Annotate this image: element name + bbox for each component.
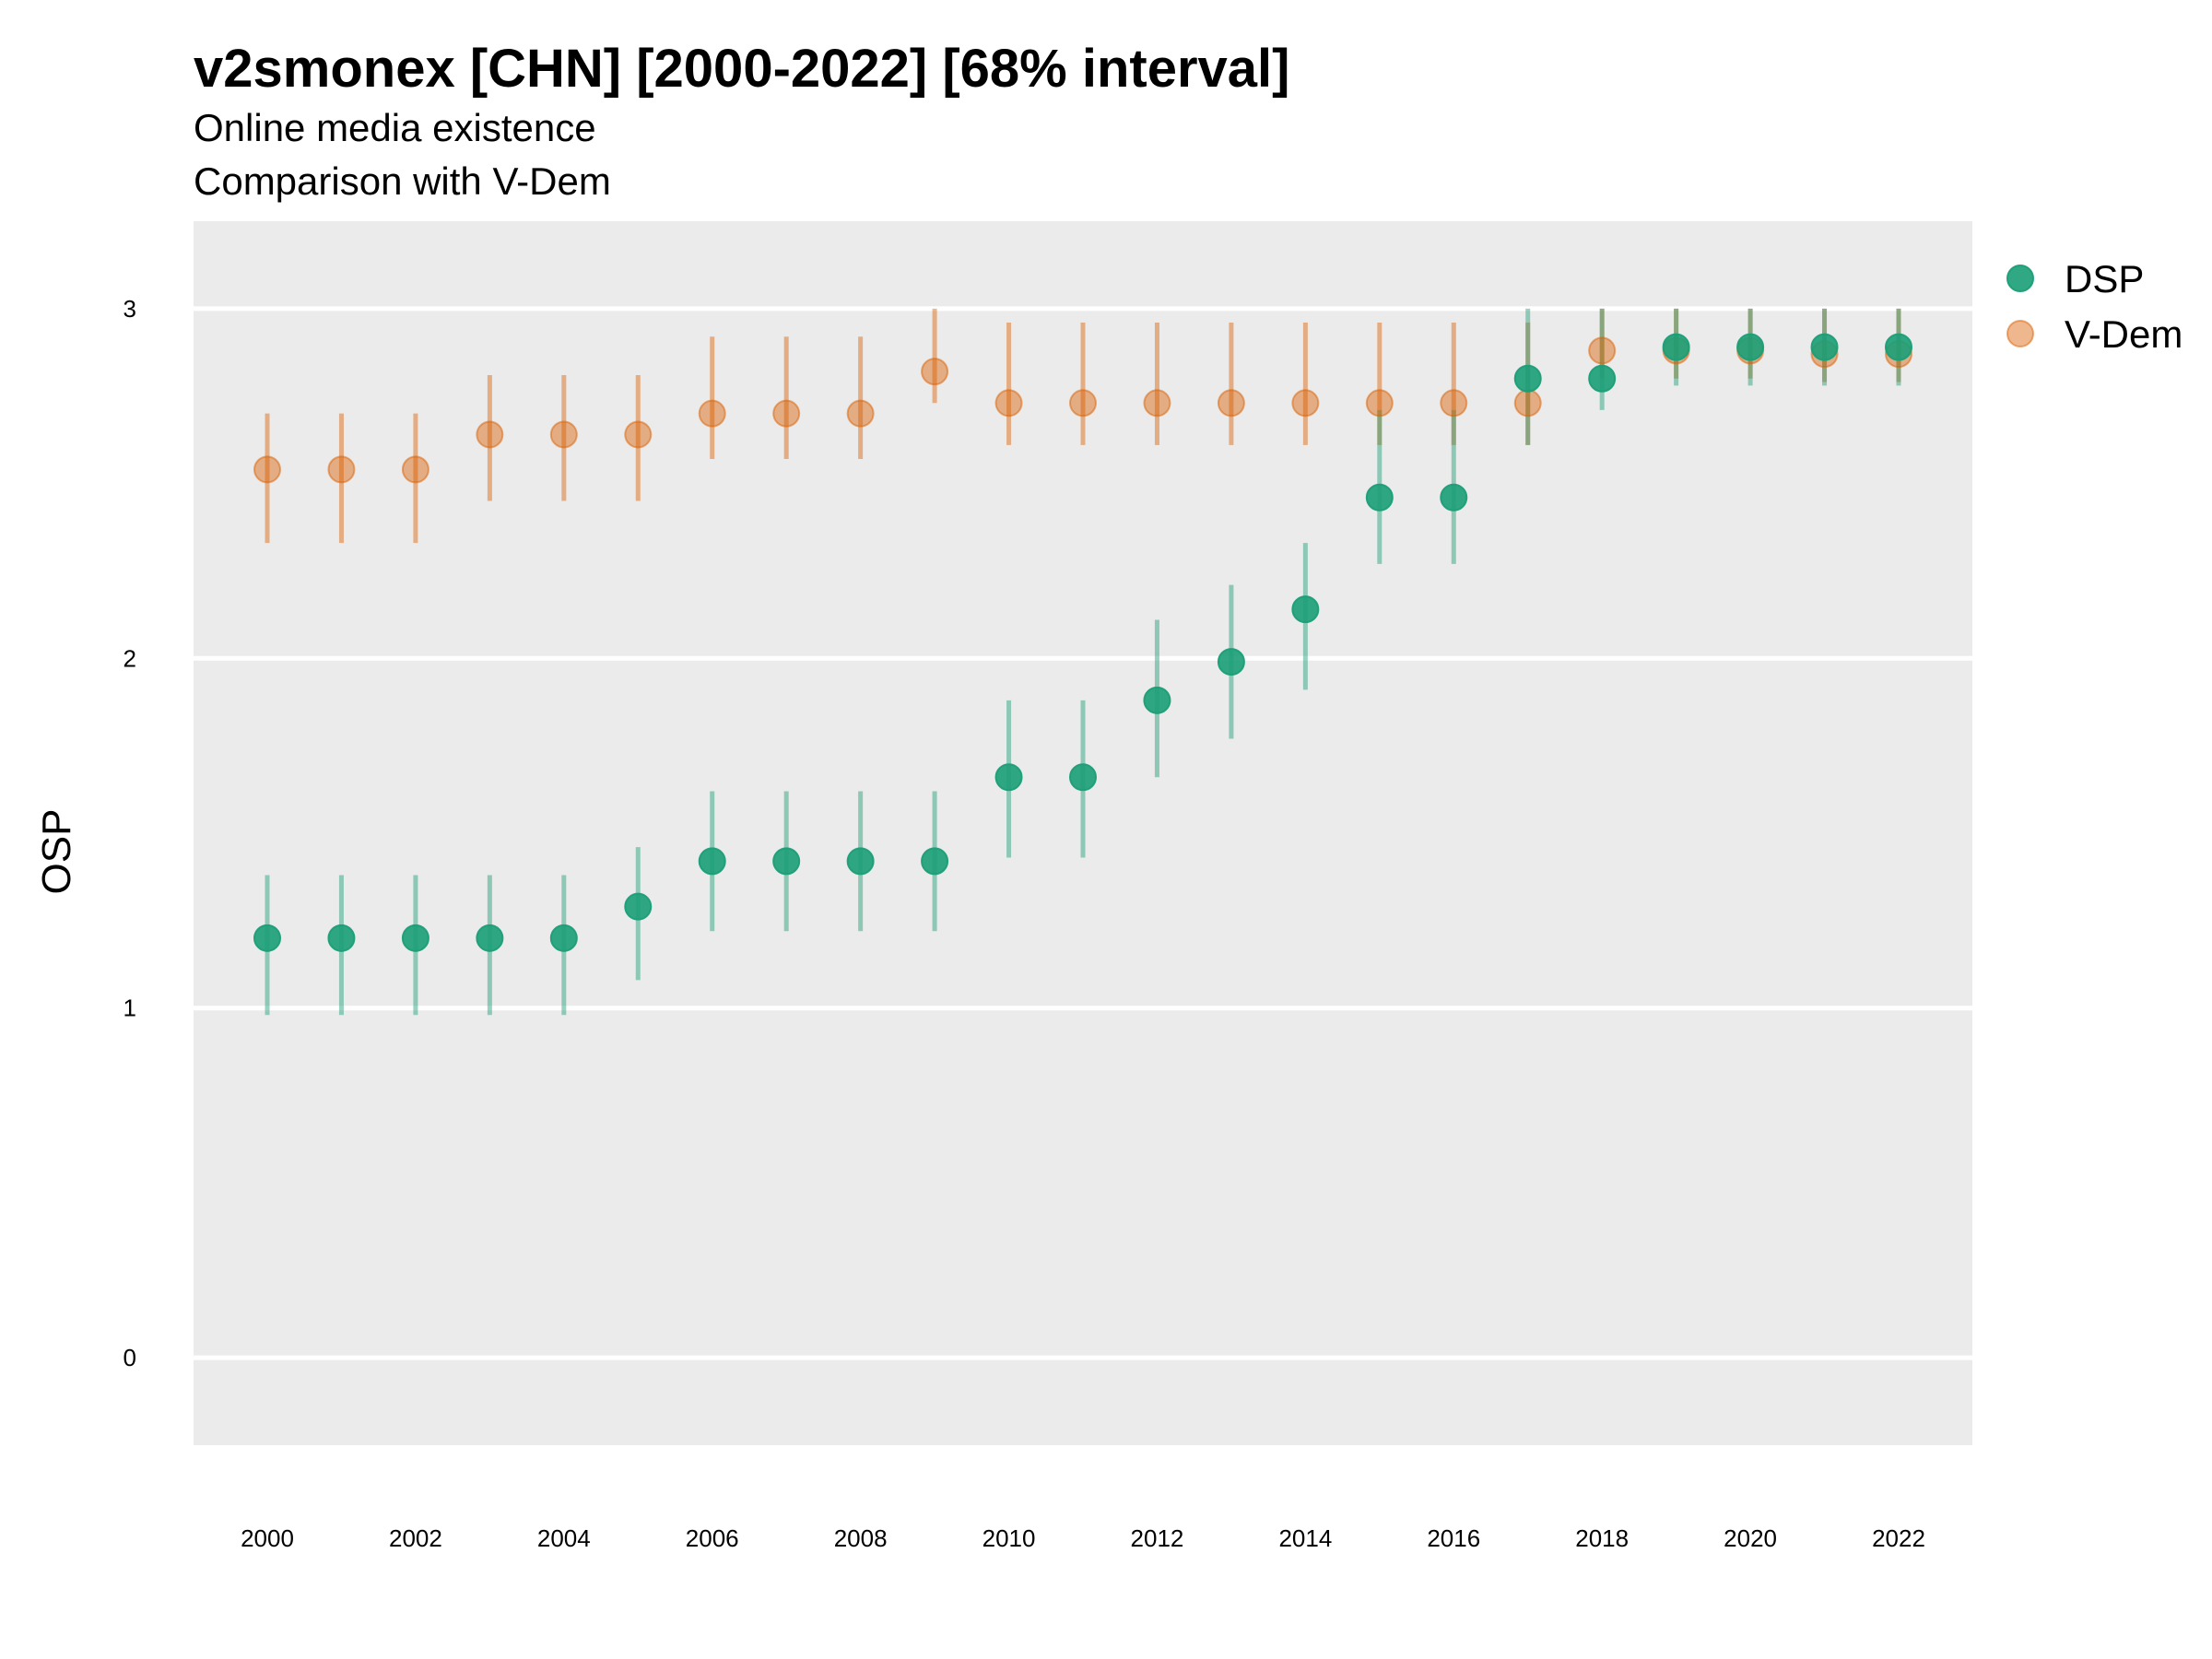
v-dem-point-2012 <box>1143 389 1171 418</box>
dsp-point-2004 <box>549 924 578 952</box>
v-dem-point-2018 <box>1588 336 1617 365</box>
x-tick-label-2012: 2012 <box>1131 1524 1184 1552</box>
series-layer <box>253 308 1912 1016</box>
x-axis: 2000 2002 2004 2006 2008 2010 2012 2014 2016 2018… <box>241 1524 1925 1552</box>
y-axis-label: OSP <box>34 809 79 895</box>
dsp-point-2002 <box>401 924 429 952</box>
x-tick-label-2016: 2016 <box>1427 1524 1480 1552</box>
v-dem-point-2006 <box>698 399 726 428</box>
v-dem-point-2014 <box>1291 389 1320 418</box>
legend-key-dsp <box>2006 265 2034 292</box>
v-dem-point-2011 <box>1069 389 1097 418</box>
v-dem-point-2002 <box>401 455 429 484</box>
v-dem-point-2010 <box>994 389 1023 418</box>
x-tick-label-2020: 2020 <box>1724 1524 1777 1552</box>
dsp-point-2008 <box>846 847 875 876</box>
dsp-point-2020 <box>1736 333 1765 361</box>
x-tick-label-2014: 2014 <box>1278 1524 1332 1552</box>
chart-title: v2smonex [CHN] [2000-2022] [68% interval… <box>194 39 1290 99</box>
v-dem-point-2008 <box>846 399 875 428</box>
v-dem-point-2005 <box>624 420 653 449</box>
v-dem-point-2009 <box>921 358 949 386</box>
dsp-point-2017 <box>1513 364 1542 393</box>
legend: DSP V-Dem <box>2006 257 2183 356</box>
x-tick-label-2008: 2008 <box>834 1524 888 1552</box>
x-tick-label-2022: 2022 <box>1872 1524 1925 1552</box>
chart-subtitle-line-2: Comparison with V-Dem <box>194 159 611 203</box>
v-dem-point-2003 <box>476 420 504 449</box>
dsp-point-2010 <box>994 763 1023 792</box>
y-axis: 0 1 2 3 <box>124 295 136 1371</box>
x-tick-label-2006: 2006 <box>686 1524 739 1552</box>
y-tick-label-1: 1 <box>124 994 136 1022</box>
x-tick-label-2000: 2000 <box>241 1524 294 1552</box>
dsp-point-2018 <box>1588 364 1617 393</box>
y-tick-label-2: 2 <box>124 644 136 672</box>
dsp-point-2013 <box>1217 648 1245 677</box>
dsp-point-2011 <box>1069 763 1097 792</box>
dsp-point-2015 <box>1365 483 1394 512</box>
dsp-point-2000 <box>253 924 281 952</box>
legend-label-v-dem: V-Dem <box>2065 312 2183 356</box>
legend-label-dsp: DSP <box>2065 257 2144 300</box>
plot-panel <box>194 221 1972 1445</box>
dsp-point-2022 <box>1885 333 1912 361</box>
y-tick-label-0: 0 <box>124 1344 136 1371</box>
v-dem-point-2013 <box>1217 389 1245 418</box>
dsp-point-2005 <box>624 892 653 921</box>
x-tick-label-2010: 2010 <box>982 1524 1036 1552</box>
v-dem-point-2000 <box>253 455 281 484</box>
dsp-point-2014 <box>1291 595 1320 624</box>
v-dem-point-2016 <box>1440 389 1468 418</box>
dsp-point-2012 <box>1143 686 1171 714</box>
v-dem-point-2001 <box>327 455 356 484</box>
grid-lines <box>194 306 1972 1360</box>
x-tick-label-2004: 2004 <box>537 1524 591 1552</box>
dsp-point-2001 <box>327 924 356 952</box>
x-tick-label-2002: 2002 <box>389 1524 442 1552</box>
dsp-point-2021 <box>1810 333 1839 361</box>
dsp-point-2019 <box>1662 333 1690 361</box>
chart-header: v2smonex [CHN] [2000-2022] [68% interval… <box>194 37 1289 208</box>
v-dem-point-2007 <box>772 399 801 428</box>
y-tick-label-3: 3 <box>124 295 136 323</box>
v-dem-point-2017 <box>1513 389 1542 418</box>
v-dem-point-2004 <box>549 420 578 449</box>
dsp-point-2016 <box>1440 483 1468 512</box>
dsp-point-2006 <box>698 847 726 876</box>
x-tick-label-2018: 2018 <box>1575 1524 1629 1552</box>
legend-key-v-dem <box>2006 320 2034 347</box>
chart-subtitle-line-1: Online media existence <box>194 106 596 149</box>
v-dem-point-2015 <box>1365 389 1394 418</box>
dsp-point-2003 <box>476 924 504 952</box>
dsp-point-2007 <box>772 847 801 876</box>
dsp-point-2009 <box>921 847 949 876</box>
